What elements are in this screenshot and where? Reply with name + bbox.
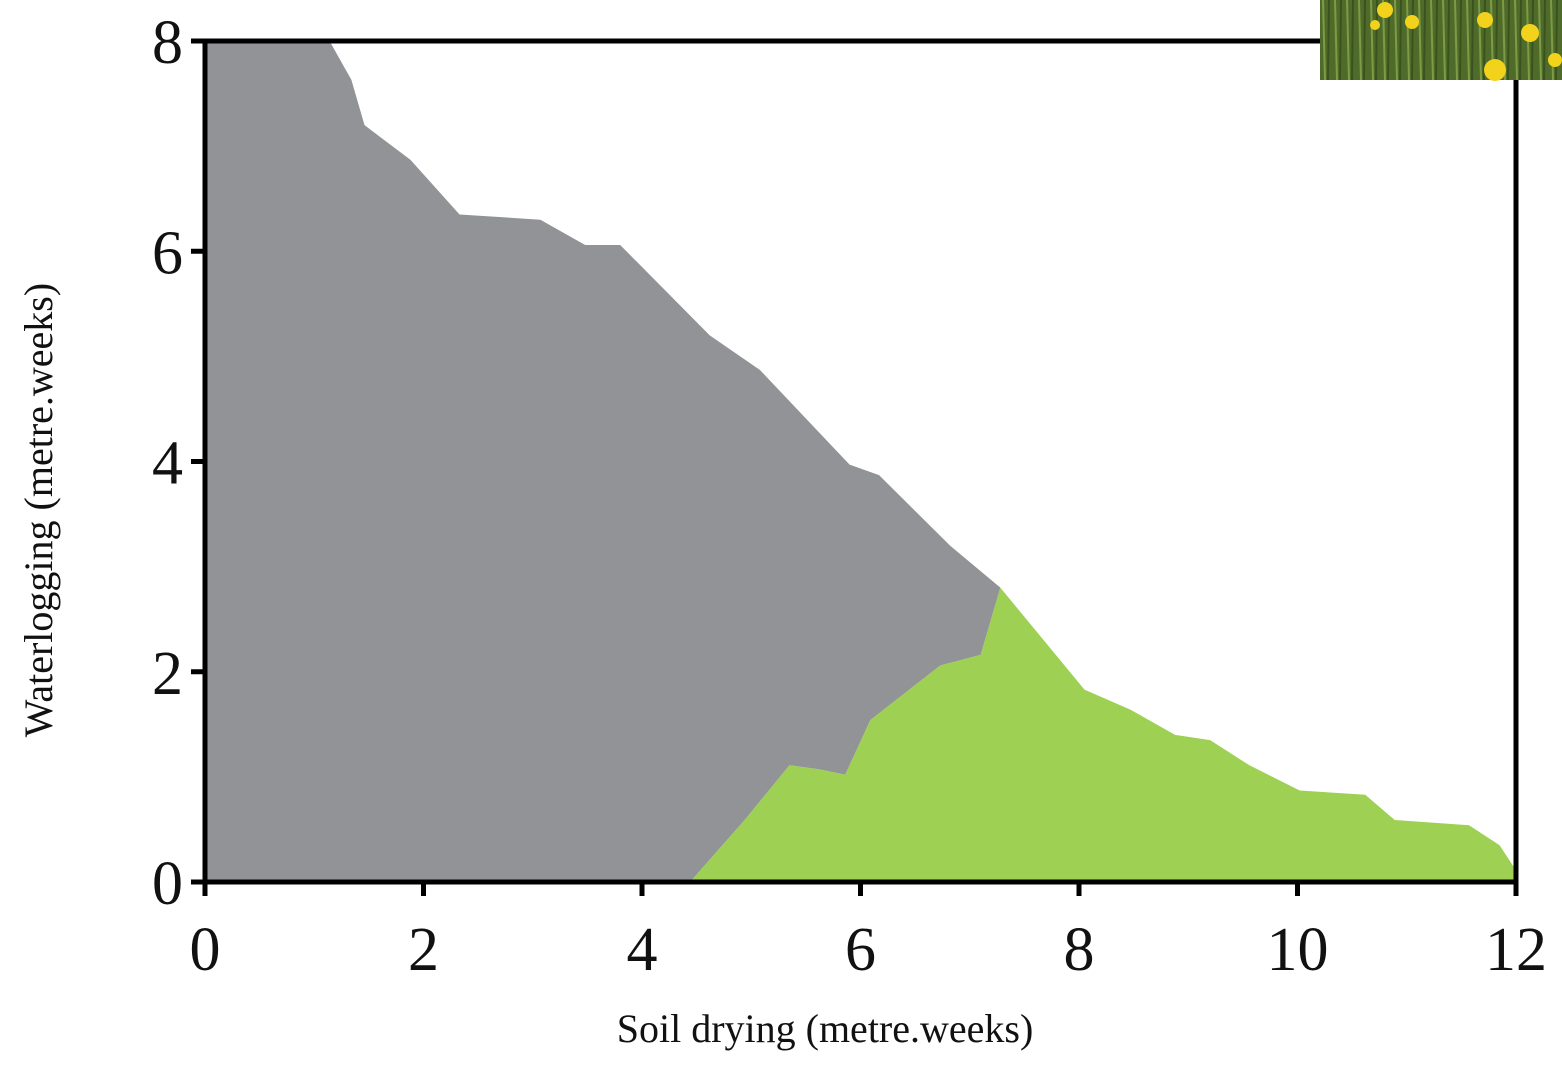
y-tick-label: 0 [152, 850, 183, 918]
chart: Soil drying (metre.weeks) Waterlogging (… [0, 0, 1562, 1070]
y-tick-label: 2 [152, 640, 183, 708]
x-tick-label: 2 [408, 916, 439, 984]
y-tick-label: 6 [152, 219, 183, 287]
x-tick-label: 6 [845, 916, 876, 984]
x-tick-label: 4 [627, 916, 658, 984]
y-tick-label: 8 [152, 9, 183, 77]
plot-area: 0 2 4 6 8 10 12 0 2 4 6 8 [152, 9, 1547, 984]
x-tick-label: 12 [1485, 916, 1547, 984]
x-tick-label: 0 [190, 916, 221, 984]
photo-inset [1320, 0, 1562, 81]
y-tick-label: 4 [152, 430, 183, 498]
x-tick-label: 8 [1064, 916, 1095, 984]
x-tick-label: 10 [1267, 916, 1329, 984]
y-axis-label: Waterlogging (metre.weeks) [16, 283, 61, 737]
x-axis-label: Soil drying (metre.weeks) [617, 1006, 1034, 1051]
